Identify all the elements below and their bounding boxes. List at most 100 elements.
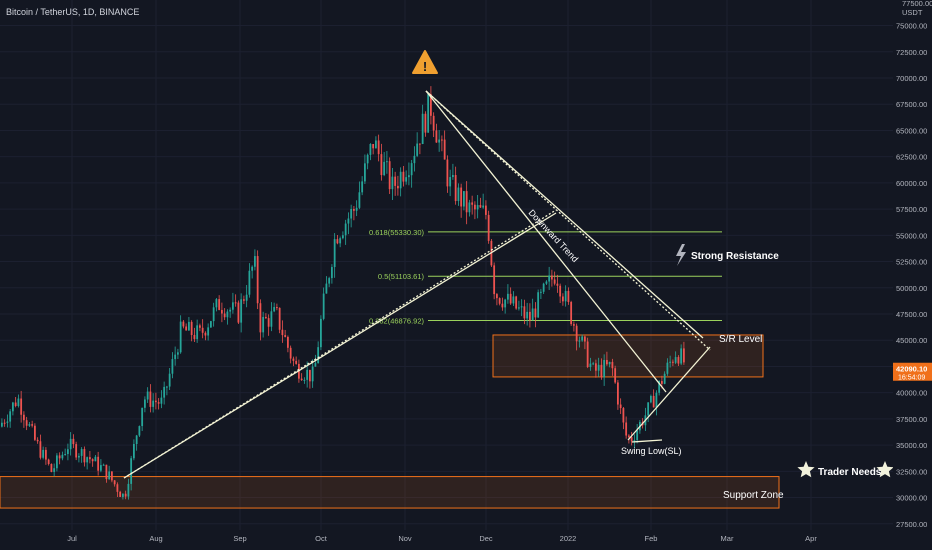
- time-tick-label: Nov: [398, 534, 412, 543]
- candle-body: [34, 425, 36, 440]
- trader-needs-label: Trader Needs: [818, 467, 882, 478]
- time-tick-label: 2022: [560, 534, 577, 543]
- candle-body: [518, 307, 520, 309]
- candle-body: [226, 311, 229, 318]
- candle-body: [402, 171, 405, 182]
- candle-body: [243, 299, 245, 301]
- candle-body: [232, 302, 234, 310]
- time-axis[interactable]: Jul Aug Sep Oct Nov Dec 2022 Feb Mar Apr: [0, 530, 893, 550]
- zones-layer: 0.618(55330.30) 0.5(51103.61) 0.382(46876.…: [0, 228, 780, 509]
- price-axis[interactable]: 27500.00 30000.00 32500.00 35000.00 37500.00…: [893, 0, 932, 550]
- candle-body: [146, 391, 149, 400]
- sr-level-box: [492, 334, 764, 378]
- support-zone-box: [0, 476, 780, 509]
- candle-body: [507, 293, 509, 300]
- candle-body: [325, 283, 328, 294]
- candle-body: [540, 291, 542, 293]
- candle-body: [570, 301, 573, 325]
- candle-body: [45, 449, 47, 460]
- countdown-label: 16:54:09: [898, 375, 925, 382]
- candle-body: [168, 373, 171, 387]
- candle-body: [465, 191, 468, 213]
- candle-body: [413, 155, 416, 164]
- candle-body: [86, 457, 89, 463]
- candle-body: [375, 140, 377, 149]
- star-icon: [797, 461, 815, 478]
- candle-body: [364, 163, 366, 182]
- candle-body: [504, 299, 507, 308]
- candle-body: [212, 307, 215, 322]
- candle-body: [281, 329, 284, 336]
- candle-body: [399, 171, 402, 189]
- candle-body: [100, 465, 102, 471]
- candle-body: [350, 208, 353, 219]
- candle-body: [606, 359, 608, 365]
- candle-body: [157, 402, 160, 404]
- candle-body: [295, 360, 298, 364]
- candle-body: [556, 283, 559, 286]
- candle-body: [311, 366, 314, 382]
- candle-body: [487, 214, 490, 241]
- candle-body: [663, 373, 666, 384]
- warning-exclaim: !: [423, 59, 427, 74]
- candle-body: [512, 296, 515, 304]
- candle-body: [113, 480, 116, 485]
- candle-body: [124, 493, 127, 497]
- candle-body: [589, 363, 592, 368]
- candle-body: [240, 299, 243, 323]
- candle-body: [6, 421, 9, 423]
- candle-body: [578, 340, 581, 342]
- candle-body: [53, 468, 56, 472]
- candle-body: [463, 191, 465, 207]
- time-tick-label: Mar: [721, 534, 734, 543]
- candle-body: [1, 422, 3, 427]
- support-zone-label: Support Zone: [723, 490, 784, 501]
- candle-body: [353, 208, 355, 211]
- candle-body: [630, 437, 633, 442]
- candle-body: [83, 449, 86, 463]
- time-axis-bg: [0, 530, 893, 550]
- candle-body: [331, 267, 333, 279]
- candle-body: [454, 175, 457, 202]
- candle-body: [372, 144, 375, 149]
- price-tick-label: 32500.00: [896, 467, 927, 476]
- candle-body: [111, 471, 113, 481]
- candle-body: [262, 316, 265, 333]
- candle-body: [223, 313, 226, 318]
- candle-body: [380, 154, 383, 176]
- candle-body: [254, 256, 256, 267]
- candle-body: [666, 362, 669, 374]
- candle-body: [177, 352, 179, 355]
- candle-body: [575, 325, 578, 342]
- candle-body: [595, 363, 597, 371]
- candle-body: [163, 386, 166, 398]
- candle-body: [50, 463, 53, 472]
- candle-body: [135, 435, 138, 445]
- candle-body: [567, 290, 570, 302]
- candle-body: [592, 363, 595, 365]
- price-tick-label: 70000.00: [896, 74, 927, 83]
- candle-body: [152, 400, 155, 407]
- candle-body: [405, 177, 408, 182]
- candle-body: [647, 402, 650, 416]
- candle-body: [573, 324, 575, 326]
- candle-body: [377, 140, 380, 155]
- candle-body: [276, 307, 278, 309]
- candle-body: [633, 440, 636, 442]
- candle-body: [69, 438, 72, 450]
- price-tick-label: 67500.00: [896, 100, 927, 109]
- candle-body: [438, 139, 441, 143]
- candle-body: [278, 307, 281, 330]
- candle-body: [369, 144, 372, 155]
- price-tick-label: 37500.00: [896, 415, 927, 424]
- candle-body: [25, 420, 28, 426]
- candle-body: [342, 235, 344, 239]
- candle-body: [289, 347, 292, 359]
- candle-body: [366, 154, 369, 164]
- candle-body: [64, 454, 67, 456]
- sr-level-label: S/R Level: [719, 334, 762, 345]
- fib-label: 0.382(46876.92): [369, 317, 425, 326]
- current-price-label: 42090.10: [896, 365, 927, 374]
- candle-body: [58, 455, 61, 459]
